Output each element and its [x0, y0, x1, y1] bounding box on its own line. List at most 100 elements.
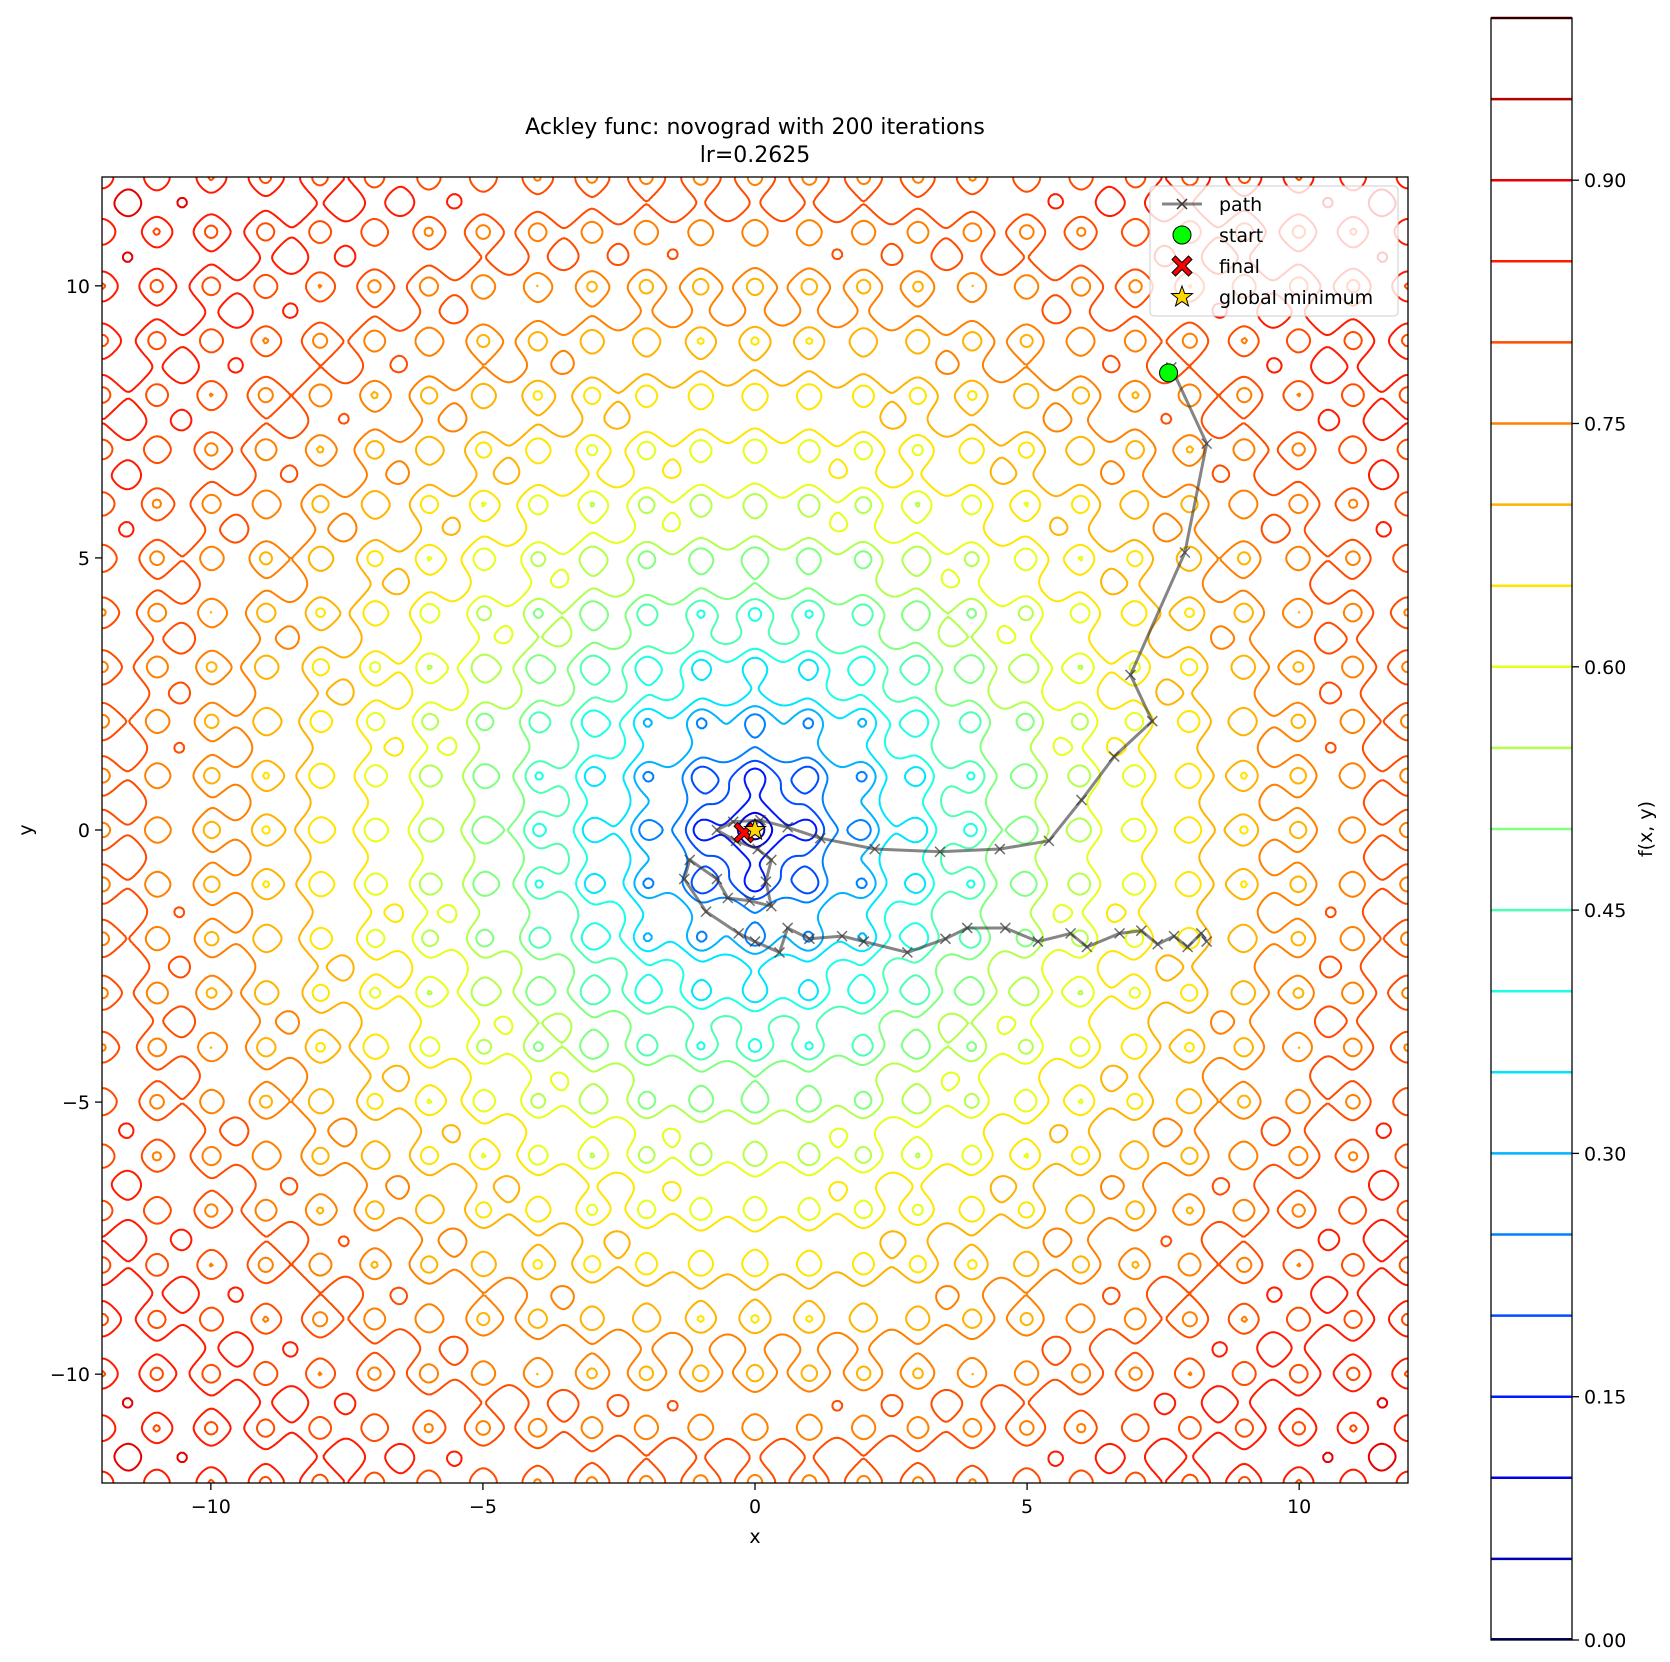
contour-level [471, 546, 1039, 1114]
legend-item-start: start [1172, 225, 1263, 247]
colorbar: 0.00 0.15 0.30 0.45 0.60 0.75 0.90 [1490, 16, 1626, 1652]
contour-level [418, 493, 1092, 1167]
legend-label: path [1219, 194, 1262, 216]
legend-label: final [1219, 256, 1260, 278]
path-point [1043, 835, 1055, 847]
x-tick-label: 5 [1021, 1496, 1033, 1518]
path-point [869, 843, 881, 855]
x-tick-label: 10 [1287, 1496, 1311, 1518]
contour-level [102, 177, 1408, 1483]
legend-item-path: path [1162, 194, 1262, 216]
colorbar-tick-label: 0.60 [1584, 657, 1626, 679]
global-minimum-marker [743, 817, 767, 841]
path-point [858, 936, 870, 948]
chart-subtitle: lr=0.2625 [700, 143, 811, 168]
legend-label: global minimum [1219, 287, 1373, 309]
point-markers [733, 363, 1179, 844]
path-point [711, 873, 723, 885]
path-point [773, 946, 786, 958]
path-point [782, 821, 794, 833]
y-axis-label: y [15, 824, 37, 835]
legend-star-marker [1170, 284, 1194, 308]
x-axis-label: x [749, 1526, 760, 1548]
x-axis: −10 −5 0 5 10 [191, 1483, 1311, 1518]
x-tick-label: 0 [749, 1496, 761, 1518]
chart-title: Ackley func: novograd with 200 iteration… [525, 115, 985, 140]
path-point [1182, 941, 1194, 953]
path-point [760, 876, 772, 888]
y-axis: −10 −5 0 5 10 [50, 276, 102, 1386]
path-point [814, 832, 826, 844]
path-point [1201, 438, 1213, 450]
path-point [711, 824, 723, 836]
path-point [961, 922, 973, 934]
colorbar-tick-label: 0.75 [1584, 414, 1626, 436]
path-point [1168, 930, 1180, 942]
path-point [1179, 546, 1191, 559]
path-point [1201, 936, 1213, 948]
legend-final-marker [1171, 255, 1193, 277]
legend-path-marker [1176, 198, 1188, 210]
path-point [994, 843, 1006, 855]
path-point [1152, 938, 1164, 950]
path-point [803, 933, 815, 945]
y-tick-label: −10 [50, 1364, 90, 1386]
legend-label: start [1219, 225, 1263, 247]
path-point [700, 906, 712, 918]
path-point [999, 922, 1011, 934]
path-point [1065, 927, 1077, 939]
legend: path start final global minimum [1149, 185, 1399, 317]
path-point [1146, 715, 1158, 727]
path-point [1075, 794, 1088, 806]
contour-level [202, 277, 1308, 1383]
legend-box [1149, 185, 1399, 317]
colorbar-tick-label: 0.45 [1584, 900, 1626, 922]
path-point [765, 900, 777, 912]
y-tick-label: 10 [66, 276, 90, 298]
path-point [1081, 941, 1093, 953]
colorbar-tick-label: 0.90 [1584, 170, 1626, 192]
path-point [733, 927, 745, 939]
plot-area [101, 176, 1409, 1484]
contour-level [532, 607, 978, 1053]
path-point [939, 933, 951, 945]
path-point [1114, 927, 1126, 939]
path-point [1108, 751, 1120, 763]
colorbar-label: f(x, y) [1635, 801, 1657, 857]
path-point [765, 854, 777, 866]
path-point [1195, 927, 1207, 939]
path-point [836, 930, 848, 942]
optimizer-path [678, 361, 1213, 958]
start-marker [1159, 363, 1179, 383]
y-tick-label: 5 [78, 548, 90, 570]
legend-item-global-minimum: global minimum [1170, 284, 1373, 309]
path-point [752, 843, 764, 855]
contour-level [692, 767, 818, 893]
path-point [749, 936, 761, 948]
path-point [744, 895, 756, 907]
x-tick-label: −10 [191, 1496, 231, 1518]
contour-level [523, 598, 987, 1062]
path-point [684, 854, 696, 866]
contour-level [363, 438, 1147, 1222]
legend-start-marker [1172, 225, 1192, 245]
contour-level [581, 656, 929, 1004]
path-point [1124, 669, 1137, 681]
colorbar-tick-label: 0.00 [1584, 1630, 1626, 1652]
colorbar-tick-label: 0.30 [1584, 1143, 1626, 1165]
contour-level [102, 177, 1408, 1483]
y-tick-label: −5 [62, 1092, 90, 1114]
x-tick-label: −5 [469, 1496, 497, 1518]
path-point [934, 846, 946, 858]
colorbar-tick-label: 0.15 [1584, 1387, 1626, 1409]
path-point [722, 892, 734, 904]
path-point [1135, 925, 1147, 937]
path-point [678, 873, 690, 885]
colorbar-frame [1490, 17, 1573, 1641]
path-point [782, 922, 794, 934]
contour-level [684, 759, 826, 901]
contour-level [630, 705, 880, 955]
path-point [1032, 936, 1044, 948]
y-tick-label: 0 [78, 820, 90, 842]
